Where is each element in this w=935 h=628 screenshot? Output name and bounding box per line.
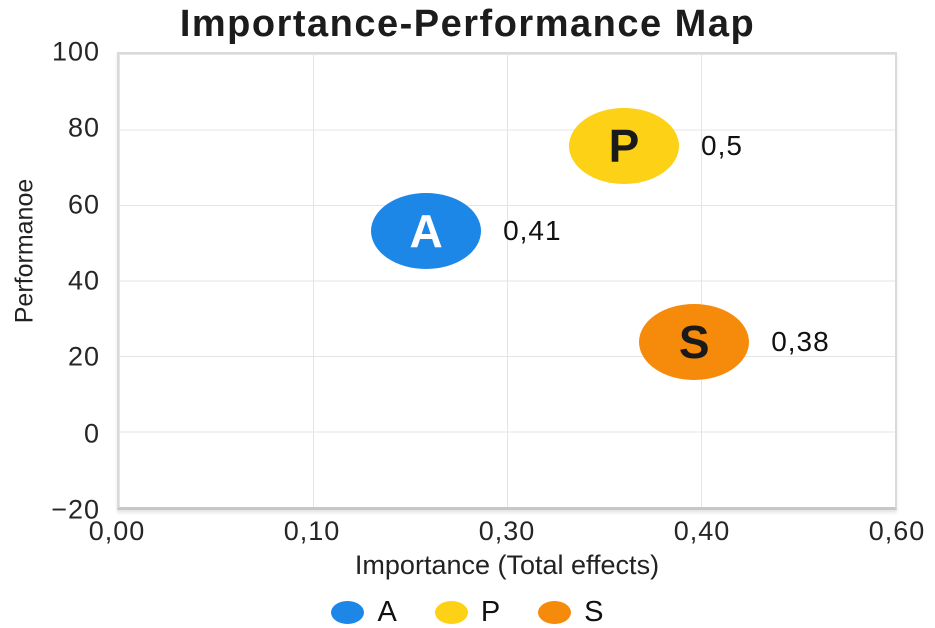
- y-tick-80: 80: [67, 112, 100, 143]
- value-label-a: 0,41: [503, 215, 562, 247]
- bubble-s: S: [639, 304, 750, 381]
- x-tick-030: 0,30: [478, 516, 536, 546]
- y-tick-40: 40: [67, 265, 100, 296]
- legend-label-a: A: [377, 596, 397, 628]
- legend-item-a: A: [331, 596, 397, 628]
- bubble-p: P: [569, 107, 679, 184]
- bubble-s-letter: S: [678, 316, 710, 369]
- x-tick-010: 0,10: [283, 516, 341, 546]
- legend: A P S: [0, 596, 935, 628]
- chart-title: Importance-Performance Map: [179, 3, 756, 45]
- x-tick-040: 0,40: [673, 516, 731, 546]
- legend-label-s: S: [584, 596, 604, 628]
- value-label-s: 0,38: [771, 326, 830, 358]
- x-tick-000: 0,00: [88, 516, 146, 546]
- y-tick-0: 0: [83, 418, 100, 449]
- value-label-p: 0,5: [701, 129, 743, 161]
- legend-item-p: P: [434, 596, 501, 628]
- legend-item-s: S: [538, 596, 604, 628]
- legend-swatch-a-icon: [331, 601, 365, 624]
- y-tick-60: 60: [67, 189, 100, 220]
- legend-swatch-p-icon: [434, 601, 468, 624]
- x-axis-label: Importance (Total effects): [354, 550, 660, 580]
- legend-swatch-s-icon: [538, 601, 572, 624]
- y-axis-label: Performanoe: [10, 178, 39, 324]
- y-tick-neg20: −20: [51, 494, 100, 525]
- x-tick-060: 0,60: [868, 516, 926, 546]
- legend-label-p: P: [480, 596, 501, 628]
- bubble-a-letter: A: [409, 205, 443, 258]
- bubble-p-letter: P: [608, 119, 640, 172]
- plot-area: [117, 52, 897, 510]
- bubble-a: A: [371, 193, 482, 270]
- y-tick-100: 100: [51, 36, 100, 67]
- y-tick-20: 20: [67, 341, 100, 372]
